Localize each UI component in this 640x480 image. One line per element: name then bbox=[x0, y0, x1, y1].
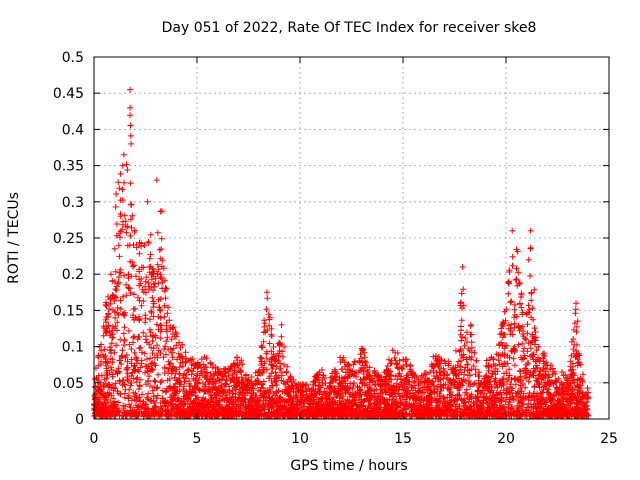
x-tick-label: 0 bbox=[90, 431, 99, 447]
x-axis-label: GPS time / hours bbox=[290, 458, 407, 474]
chart-title: Day 051 of 2022, Rate Of TEC Index for r… bbox=[162, 20, 537, 36]
tick-labels: 0 5 10 15 20 25 0 0.05 0.1 0.15 0.2 0.25 0.3 0.35 0.4 0… bbox=[53, 50, 618, 447]
y-tick-label: 0 bbox=[75, 412, 84, 428]
y-tick-label: 0.3 bbox=[62, 195, 84, 211]
x-tick-label: 25 bbox=[600, 431, 618, 447]
y-tick-label: 0.2 bbox=[62, 267, 84, 283]
x-tick-label: 10 bbox=[291, 431, 309, 447]
x-tick-label: 20 bbox=[497, 431, 515, 447]
y-tick-label: 0.05 bbox=[53, 376, 84, 392]
roti-scatter-points bbox=[91, 86, 592, 420]
y-tick-label: 0.25 bbox=[53, 231, 84, 247]
y-tick-label: 0.4 bbox=[62, 122, 84, 138]
x-tick-label: 15 bbox=[394, 431, 412, 447]
y-tick-label: 0.45 bbox=[53, 86, 84, 102]
y-axis-label: ROTI / TECUs bbox=[6, 192, 22, 284]
y-tick-label: 0.15 bbox=[53, 303, 84, 319]
y-tick-label: 0.5 bbox=[62, 50, 84, 66]
plot-frame bbox=[93, 56, 610, 420]
x-tick-label: 5 bbox=[193, 431, 202, 447]
y-tick-label: 0.35 bbox=[53, 159, 84, 175]
y-tick-label: 0.1 bbox=[62, 340, 84, 356]
data-points bbox=[91, 86, 592, 420]
